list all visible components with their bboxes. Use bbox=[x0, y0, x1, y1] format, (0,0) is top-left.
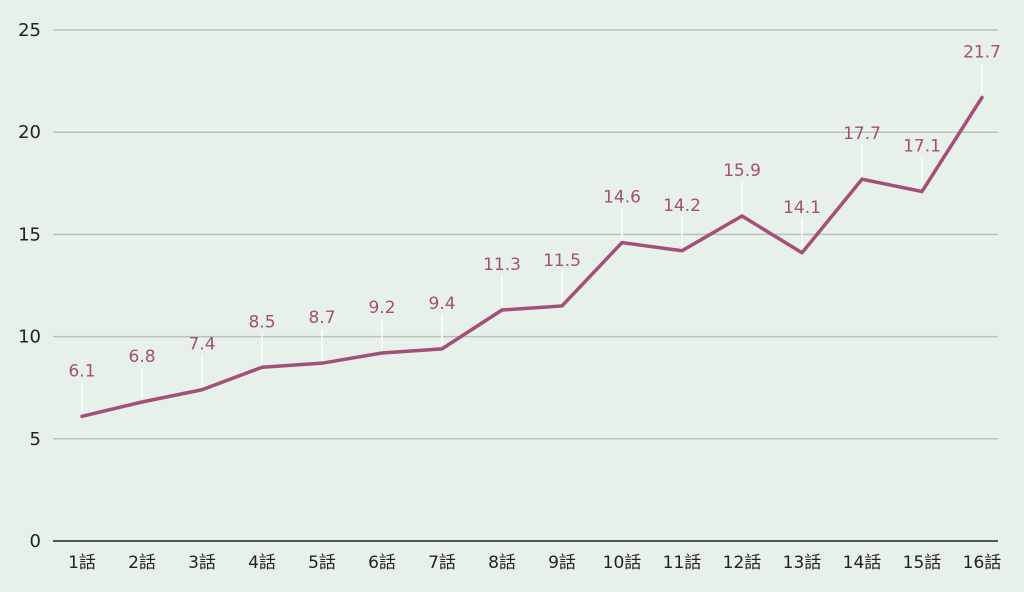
y-tick-label: 0 bbox=[30, 531, 41, 552]
data-label: 8.7 bbox=[308, 308, 335, 328]
x-tick-label: 5話 bbox=[308, 553, 336, 573]
x-tick-label: 14話 bbox=[843, 553, 882, 573]
data-labels: 6.1 6.8 7.4 8.5 8.7 9.2 9.4 11.3 11.5 14.6 14.2 15.… bbox=[68, 42, 1000, 381]
data-label: 8.5 bbox=[248, 312, 275, 332]
x-tick-label: 6話 bbox=[368, 553, 396, 573]
data-label: 11.3 bbox=[483, 255, 521, 275]
data-label: 9.4 bbox=[428, 294, 455, 314]
x-tick-label: 4話 bbox=[248, 553, 276, 573]
data-label: 9.2 bbox=[368, 298, 395, 318]
x-tick-label: 3話 bbox=[188, 553, 216, 573]
x-tick-label: 8話 bbox=[488, 553, 516, 573]
x-tick-label: 2話 bbox=[128, 553, 156, 573]
x-tick-label: 10話 bbox=[603, 553, 642, 573]
series-layer bbox=[80, 95, 984, 419]
y-axis-ticks: 0 5 10 15 20 25 bbox=[18, 20, 41, 552]
gridlines bbox=[53, 29, 998, 542]
x-tick-label: 7話 bbox=[428, 553, 456, 573]
data-label: 21.7 bbox=[963, 42, 1001, 62]
data-label: 7.4 bbox=[188, 335, 215, 355]
x-tick-label: 15話 bbox=[903, 553, 942, 573]
data-label: 11.5 bbox=[543, 251, 581, 271]
data-label: 6.8 bbox=[128, 347, 155, 367]
y-tick-label: 20 bbox=[18, 122, 41, 143]
y-tick-label: 5 bbox=[30, 429, 41, 450]
x-tick-label: 12話 bbox=[723, 553, 762, 573]
x-tick-label: 16話 bbox=[963, 553, 1002, 573]
data-label: 15.9 bbox=[723, 161, 761, 181]
y-tick-label: 25 bbox=[18, 20, 41, 41]
data-label: 14.2 bbox=[663, 196, 701, 216]
data-label: 6.1 bbox=[68, 361, 95, 381]
label-leaders bbox=[81, 63, 983, 413]
data-label: 17.1 bbox=[903, 136, 941, 156]
x-axis-ticks: 1話 2話 3話 4話 5話 6話 7話 8話 9話 10話 11話 12話 13話 14話 15話 16話 bbox=[68, 553, 1001, 573]
y-tick-label: 15 bbox=[18, 224, 41, 245]
data-label: 17.7 bbox=[843, 124, 881, 144]
x-tick-label: 13話 bbox=[783, 553, 822, 573]
data-label: 14.6 bbox=[603, 188, 641, 208]
x-tick-label: 9話 bbox=[548, 553, 576, 573]
x-tick-label: 11話 bbox=[663, 553, 702, 573]
data-label: 14.1 bbox=[783, 198, 821, 218]
x-tick-label: 1話 bbox=[68, 553, 96, 573]
series-line bbox=[80, 95, 984, 419]
y-tick-label: 10 bbox=[18, 327, 41, 348]
